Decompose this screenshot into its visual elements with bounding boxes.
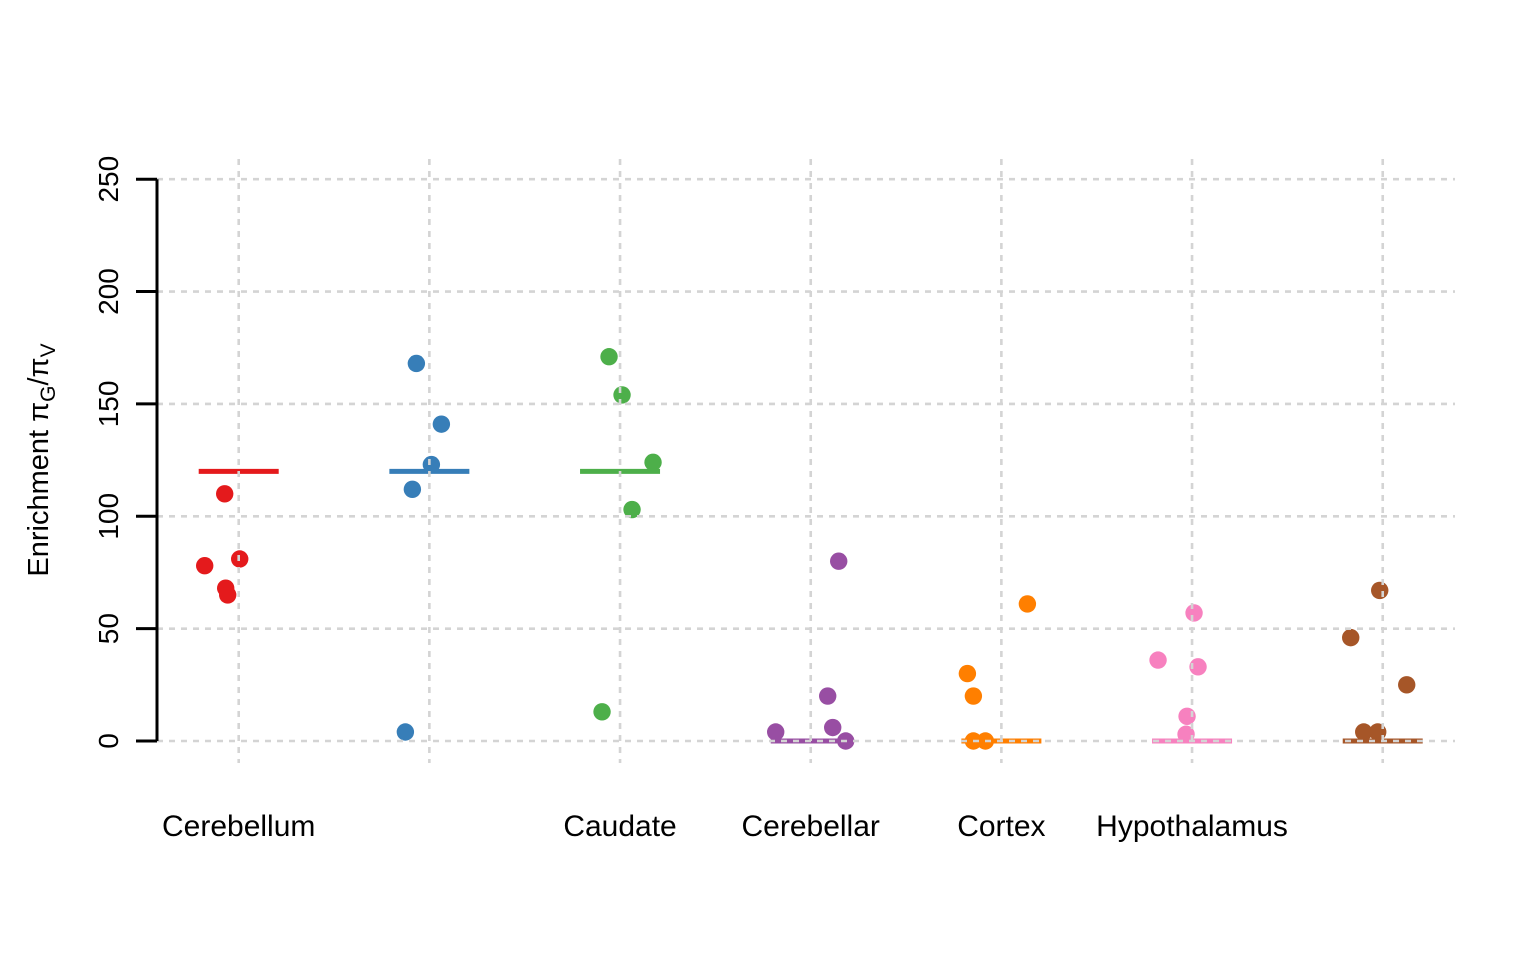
data-point — [1185, 604, 1203, 622]
x-axis-label: Cortex — [957, 810, 1045, 843]
data-point — [1398, 676, 1416, 694]
data-point — [767, 723, 785, 741]
x-axis-label: Caudate — [563, 810, 676, 843]
data-point — [600, 348, 618, 366]
data-point — [1177, 725, 1195, 743]
y-tick-label: 250 — [93, 156, 124, 203]
data-point — [593, 703, 611, 721]
data-point — [644, 453, 662, 472]
y-axis-title: Enrichment πG/πV — [23, 343, 60, 576]
data-point — [407, 354, 426, 373]
y-tick-label: 200 — [93, 268, 124, 315]
data-point — [196, 557, 214, 575]
data-point — [623, 500, 641, 519]
x-axis-label: Hypothalamus — [1096, 810, 1288, 843]
data-point — [1149, 651, 1167, 669]
data-point — [432, 415, 451, 433]
y-tick-label: 50 — [93, 613, 124, 644]
y-tick-label: 150 — [93, 381, 124, 428]
data-point — [1355, 723, 1373, 741]
x-axis-label: Cerebellum — [162, 810, 315, 843]
data-point — [1342, 628, 1360, 647]
data-point — [958, 664, 977, 683]
x-axis-label: Cerebellar — [742, 810, 880, 843]
data-point — [219, 586, 237, 604]
data-point — [1018, 595, 1037, 613]
data-point — [216, 485, 234, 503]
data-point — [830, 552, 848, 570]
data-point — [824, 718, 842, 737]
data-point — [964, 687, 983, 705]
y-tick-label: 0 — [93, 733, 124, 749]
data-point — [422, 455, 441, 474]
data-point — [403, 480, 422, 499]
data-point — [1189, 658, 1207, 676]
data-point — [613, 386, 631, 404]
data-point — [819, 687, 837, 705]
data-point — [396, 723, 415, 741]
data-point — [1371, 581, 1389, 600]
y-tick-label: 100 — [93, 493, 124, 540]
